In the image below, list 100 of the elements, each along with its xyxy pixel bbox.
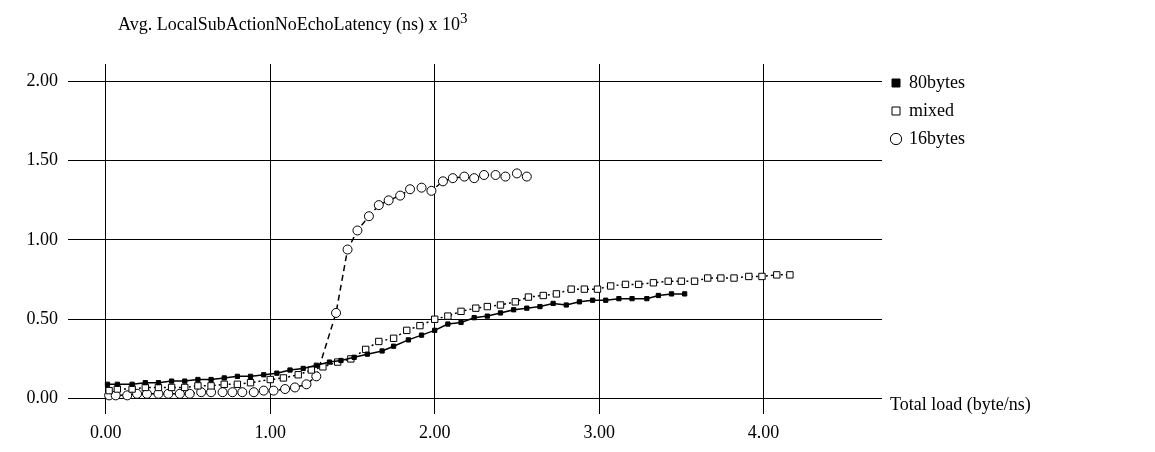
point [431, 315, 439, 323]
point [248, 387, 259, 398]
point [234, 373, 240, 379]
point [247, 373, 254, 379]
point [603, 297, 609, 303]
point [469, 173, 480, 184]
point [524, 305, 530, 311]
point [268, 385, 279, 396]
point [550, 300, 556, 307]
point [300, 365, 306, 372]
point [589, 297, 596, 303]
point [773, 271, 781, 279]
x-tick-label: 0.00 [90, 421, 122, 442]
point [403, 326, 411, 335]
point [155, 380, 162, 386]
point [195, 376, 201, 383]
legend-label: 80bytes [909, 71, 965, 92]
point [289, 382, 300, 393]
point [261, 372, 267, 378]
point [182, 378, 188, 384]
x-axis-title: Total load (byte/ns) [890, 394, 1031, 416]
point [644, 296, 650, 302]
point [167, 383, 176, 392]
point [426, 185, 437, 196]
point [390, 343, 397, 349]
point [373, 200, 384, 211]
point [104, 381, 111, 387]
point [294, 371, 302, 379]
point [511, 307, 517, 313]
point [786, 271, 794, 279]
point [122, 390, 133, 401]
y-tick-label: 0.50 [26, 308, 58, 328]
point [237, 387, 248, 398]
y-axis-title: Avg. LocalSubActionNoEchoLatency (ns) x 10$^{3}$ [118, 10, 468, 35]
point [717, 274, 725, 282]
point [690, 277, 699, 285]
point [629, 296, 635, 302]
point [331, 307, 342, 318]
point [258, 385, 269, 396]
y-tick-label: 2.00 [26, 70, 58, 91]
point [168, 378, 175, 384]
point [472, 304, 480, 312]
point [174, 388, 185, 399]
point [389, 334, 398, 342]
point [471, 315, 477, 321]
point [616, 296, 622, 302]
point [220, 380, 228, 388]
point [319, 363, 327, 371]
point [375, 337, 383, 346]
point [745, 272, 753, 281]
point [364, 351, 370, 357]
point [524, 293, 533, 301]
point [447, 173, 458, 184]
point [363, 211, 374, 222]
point [649, 279, 658, 287]
point [114, 381, 120, 387]
x-tick-label: 3.00 [583, 421, 615, 442]
x-tick-label: 4.00 [747, 421, 780, 442]
point [105, 386, 113, 395]
point [266, 375, 274, 384]
point [458, 319, 464, 326]
point [163, 388, 174, 399]
x-tick-label: 1.00 [254, 421, 287, 442]
point [445, 321, 451, 327]
point [490, 169, 501, 180]
y-tick-label: 1.50 [26, 149, 58, 170]
point [552, 290, 561, 298]
point [383, 195, 394, 206]
point [418, 332, 425, 338]
point [181, 383, 189, 392]
point [576, 299, 583, 305]
point [274, 370, 280, 376]
point [459, 171, 470, 182]
point [479, 169, 490, 180]
point [287, 367, 293, 373]
point [563, 302, 569, 308]
point [621, 280, 630, 289]
point [634, 280, 643, 289]
point [416, 182, 427, 193]
point [437, 176, 448, 187]
point [129, 381, 135, 387]
y-tick-label: 1.00 [26, 228, 58, 249]
point [221, 375, 227, 381]
point [379, 348, 385, 354]
point [668, 291, 675, 297]
point [141, 383, 149, 392]
point [593, 285, 602, 293]
point [326, 359, 333, 365]
point [405, 184, 416, 195]
point [279, 374, 288, 382]
point [395, 190, 406, 201]
point [444, 312, 452, 320]
legend-label: mixed [909, 99, 954, 120]
point [655, 292, 661, 299]
point [227, 387, 238, 398]
point [758, 272, 766, 281]
x-tick-label: 2.00 [418, 421, 451, 442]
point [483, 302, 492, 311]
point [311, 371, 322, 382]
point [682, 291, 688, 297]
